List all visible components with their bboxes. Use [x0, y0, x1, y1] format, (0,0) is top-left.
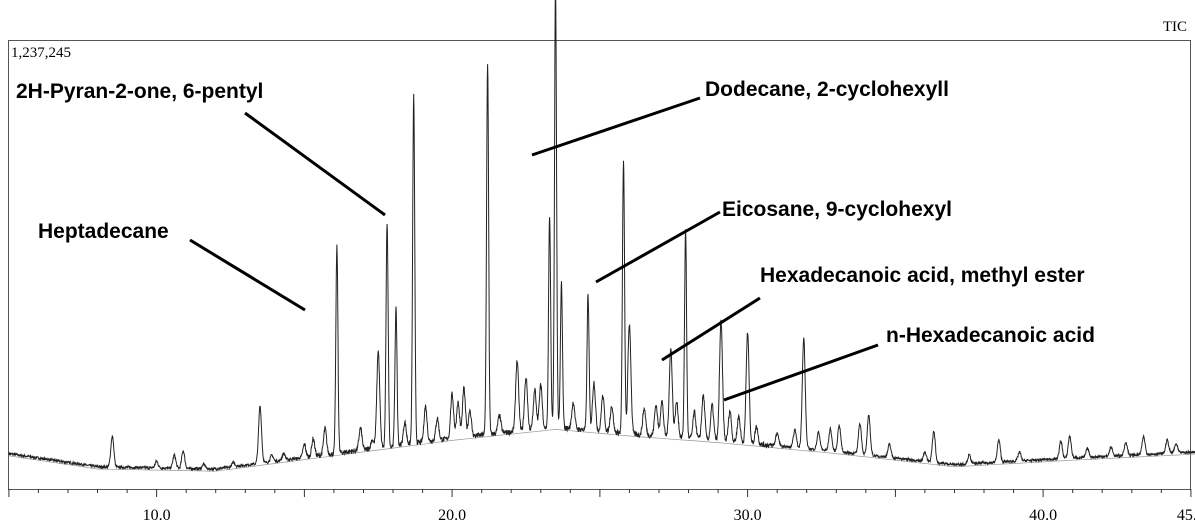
x-tick-label: 40.0: [1029, 507, 1057, 524]
x-tick-label: 30.0: [734, 507, 762, 524]
series-label-tic: TIC: [1163, 19, 1187, 35]
tic-trace-line: [8, 0, 1195, 472]
tic-trace: [8, 0, 1195, 472]
x-axis-tick-labels: 10.0 20.0 30.0 40.0 45.0: [143, 507, 1195, 524]
annotation-dodecane: Dodecane, 2-cyclohexyll: [705, 78, 949, 101]
leader-dodecane: [531, 96, 701, 157]
x-tick-label: 20.0: [438, 507, 466, 524]
leader-pyranone: [244, 111, 386, 217]
annotation-leaders: [189, 96, 879, 402]
x-tick-label: 10.0: [143, 507, 171, 524]
annotation-pyranone: 2H-Pyran-2-one, 6-pentyl: [16, 80, 263, 103]
leader-n-hexadecanoic: [723, 343, 879, 402]
leader-heptadecane: [189, 238, 306, 312]
y-max-label: 1,237,245: [11, 45, 71, 61]
annotation-heptadecane: Heptadecane: [38, 220, 169, 243]
leader-methyl-ester: [661, 296, 761, 362]
x-tick-label: 45.0: [1177, 507, 1195, 524]
leader-eicosane: [595, 210, 721, 284]
annotation-n-hexadecanoic: n-Hexadecanoic acid: [886, 324, 1095, 347]
baseline-line: [8, 429, 1195, 472]
x-axis-ticks: [8, 489, 1192, 497]
annotation-methyl-ester: Hexadecanoic acid, methyl ester: [760, 264, 1085, 287]
annotation-eicosane: Eicosane, 9-cyclohexyl: [722, 198, 952, 221]
